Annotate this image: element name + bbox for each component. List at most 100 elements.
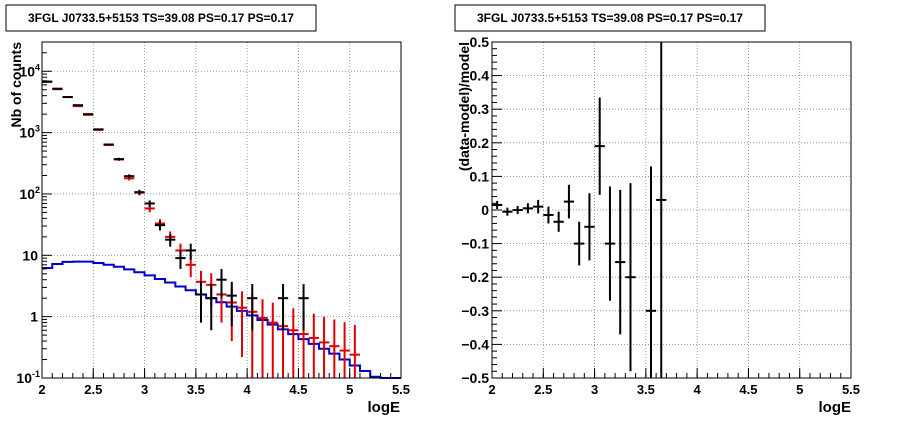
y-tick-label: −0.5: [461, 370, 489, 386]
residual-point: [563, 184, 575, 219]
counts-data-series: [42, 80, 309, 331]
residuals-series: [492, 42, 667, 378]
x-tick-label: 2: [488, 382, 495, 397]
data-point: [154, 220, 166, 231]
x-tick-label: 2.5: [84, 382, 102, 397]
residual-point: [553, 211, 564, 232]
y-tick-label: 103: [19, 124, 40, 141]
model-point: [339, 322, 350, 378]
x-tick-label: 5: [796, 382, 803, 397]
residual-point: [502, 207, 513, 216]
counts-y-axis-label: Nb of counts: [8, 42, 24, 128]
counts-x-axis-label: logE: [368, 399, 401, 416]
y-tick-label: −0.1: [461, 236, 489, 252]
residuals-ticks: [491, 41, 852, 379]
data-point: [103, 143, 114, 146]
data-point: [134, 189, 145, 195]
x-tick-label: 4.5: [289, 382, 307, 397]
model-point: [257, 299, 268, 378]
residuals-plot-frame: [491, 41, 852, 379]
residual-point: [492, 200, 503, 209]
residuals-y-axis-label: (data-model)/model: [456, 42, 472, 171]
y-tick-label: 0.5: [470, 34, 490, 50]
x-tick-label: 3: [591, 382, 598, 397]
residuals-panel: 3FGL J0733.5+5153 TS=39.08 PS=0.17 PS=0.…: [454, 4, 860, 416]
residual-point: [512, 205, 523, 215]
residuals-x-tick-labels: 2 2.5 3 3.5 4 4.5 5 5.5: [488, 382, 860, 397]
y-tick-label: 0.4: [470, 68, 490, 84]
residual-point: [645, 166, 657, 378]
model-point: [329, 319, 340, 378]
residual-point: [574, 221, 585, 266]
data-point: [247, 284, 258, 331]
model-point: [267, 302, 278, 378]
y-tick-label: 102: [19, 185, 40, 202]
residual-point: [522, 203, 534, 214]
counts-panel: 3FGL J0733.5+5153 TS=39.08 PS=0.17 PS=0.…: [5, 4, 410, 416]
data-point: [175, 250, 186, 269]
residual-point: [656, 42, 667, 378]
counts-title-frame: [5, 4, 317, 32]
data-point: [72, 104, 84, 107]
model-point: [308, 313, 319, 378]
residual-point: [584, 193, 595, 261]
x-tick-label: 3.5: [187, 382, 205, 397]
data-point: [216, 268, 227, 299]
model-point: [318, 316, 330, 378]
counts-title-box: 3FGL J0733.5+5153 TS=39.08 PS=0.17 PS=0.…: [5, 4, 317, 32]
y-tick-label: 0.2: [470, 135, 490, 151]
counts-title: 3FGL J0733.5+5153 TS=39.08 PS=0.17 PS=0.…: [28, 11, 294, 25]
data-point: [42, 80, 53, 83]
x-tick-label: 3: [141, 382, 148, 397]
x-tick-label: 5.5: [842, 382, 860, 397]
x-tick-label: 2: [38, 382, 45, 397]
data-point: [144, 200, 155, 207]
x-tick-label: 5: [346, 382, 353, 397]
residual-point: [594, 97, 605, 195]
residuals-title: 3FGL J0733.5+5153 TS=39.08 PS=0.17 PS=0.…: [477, 11, 743, 25]
data-point: [113, 157, 125, 161]
y-tick-label: −0.4: [461, 336, 489, 352]
residual-point: [625, 183, 636, 372]
x-tick-label: 4: [244, 382, 252, 397]
data-point: [298, 284, 309, 331]
y-tick-label: 10: [22, 247, 38, 263]
data-point: [62, 96, 73, 99]
data-point: [165, 234, 176, 247]
model-point: [185, 256, 196, 278]
model-point: [288, 308, 299, 378]
residuals-title-frame: [454, 4, 766, 32]
y-tick-label: 1: [30, 309, 38, 325]
x-tick-label: 3.5: [637, 382, 655, 397]
data-point: [185, 243, 196, 260]
counts-x-tick-labels: 2 2.5 3 3.5 4 4.5 5 5.5: [38, 382, 410, 397]
y-tick-label: 0.1: [470, 168, 490, 184]
data-point: [83, 113, 94, 116]
data-point: [124, 174, 135, 179]
y-tick-label: 0.3: [470, 101, 490, 117]
counts-plot-frame: [41, 41, 402, 379]
y-tick-label: −0.2: [461, 269, 489, 285]
residual-point: [615, 189, 626, 335]
residuals-x-axis-label: logE: [819, 399, 852, 416]
y-tick-label: 10-1: [16, 369, 40, 386]
y-tick-label: 0: [481, 202, 489, 218]
residual-point: [604, 186, 616, 301]
data-point: [277, 284, 289, 331]
data-point: [206, 284, 217, 331]
counts-ticks: [41, 41, 402, 379]
model-point: [236, 291, 248, 357]
residuals-y-tick-labels: −0.5 −0.4 −0.3 −0.2 −0.1 0 0.1 0.2 0.3 0.4 0.5: [461, 34, 489, 386]
data-point: [52, 87, 63, 90]
x-tick-label: 4.5: [739, 382, 757, 397]
data-point: [195, 281, 207, 323]
y-tick-label: −0.3: [461, 303, 489, 319]
x-tick-label: 5.5: [392, 382, 410, 397]
data-point: [226, 281, 237, 327]
residual-point: [543, 206, 554, 224]
data-point: [93, 128, 104, 131]
residuals-grid: [492, 42, 851, 378]
y-tick-label: 104: [19, 62, 40, 79]
counts-y-tick-labels: 10-1 1 10 102 103 104: [16, 62, 40, 386]
